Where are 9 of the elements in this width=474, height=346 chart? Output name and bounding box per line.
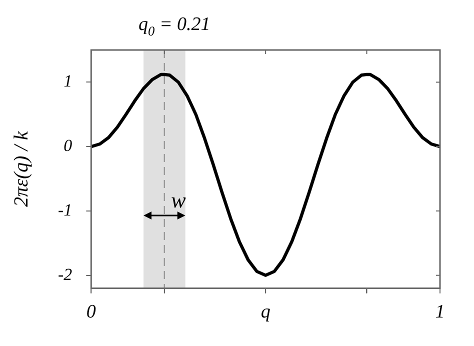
y-tick-label: -1 [58, 200, 72, 220]
x-tick-label: 0 [86, 302, 96, 323]
band-label: w [171, 187, 186, 212]
y-axis-title: 2πε(q) / k [10, 130, 32, 207]
y-tick-label: 0 [64, 136, 73, 156]
x-tick-label: q [260, 302, 271, 323]
y-tick-label: 1 [64, 72, 72, 91]
x-tick-label: 1 [435, 302, 445, 323]
y-tick-label: -2 [58, 264, 73, 284]
